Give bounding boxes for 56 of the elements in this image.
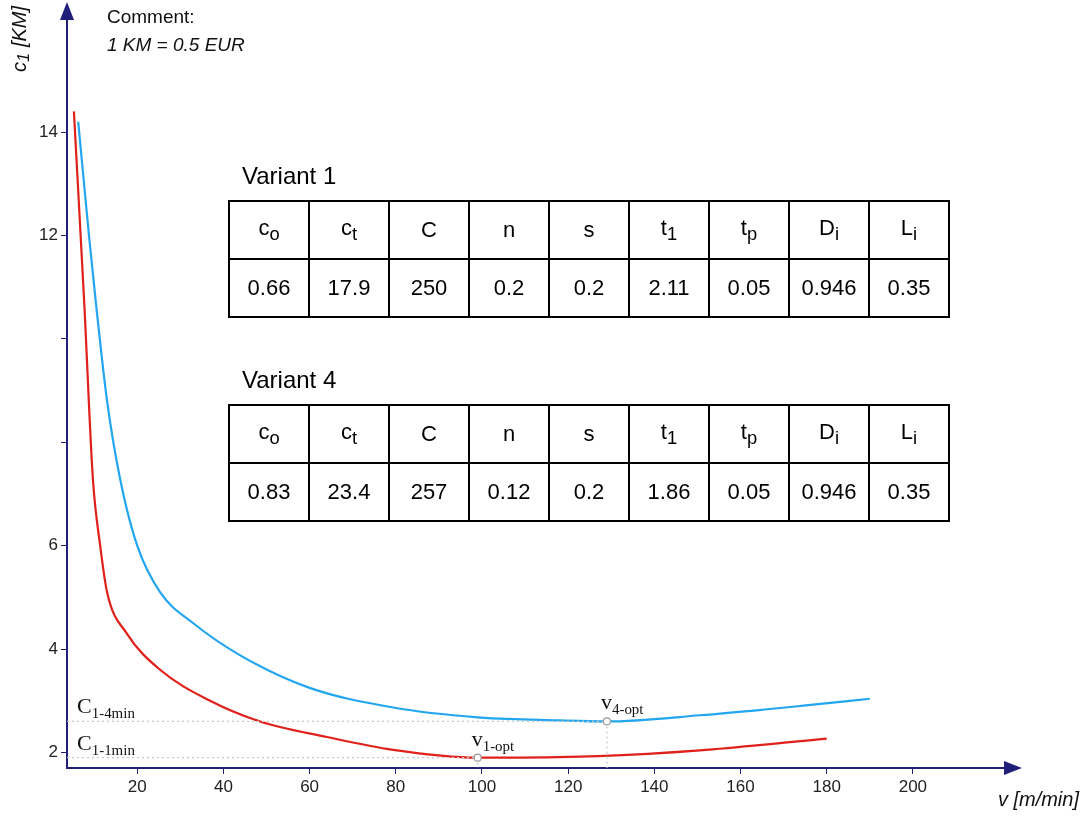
y-tick-label: 6 xyxy=(48,535,58,555)
x-tick-label: 140 xyxy=(640,776,669,796)
data-label: 0.2 xyxy=(549,463,629,521)
data-label: 250 xyxy=(389,259,469,317)
category-label: s xyxy=(549,201,629,259)
data-label: 0.2 xyxy=(549,259,629,317)
category-label: t$_{p}$ xyxy=(709,405,789,463)
data-label: 2.11 xyxy=(629,259,709,317)
data-label: 17.9 xyxy=(309,259,389,317)
x-tick-label: 100 xyxy=(467,776,497,796)
category-label: n xyxy=(469,201,549,259)
x-tick-label: 180 xyxy=(812,776,841,796)
category-label: t$_{1}$ xyxy=(629,201,709,259)
data-label: 0.946 xyxy=(789,463,869,521)
category-label: t$_{p}$ xyxy=(709,201,789,259)
category-label: c$_{o}$ xyxy=(229,405,309,463)
data-label: 0.946 xyxy=(789,259,869,317)
data-label: 0.2 xyxy=(469,259,549,317)
x-tick-label: 20 xyxy=(127,776,147,796)
category-label: D$_{i}$ xyxy=(789,405,869,463)
category-label: c$_{t}$ xyxy=(309,201,389,259)
data-label: 0.35 xyxy=(869,259,949,317)
category-label: t$_{1}$ xyxy=(629,405,709,463)
category-label: C xyxy=(389,201,469,259)
x-axis-title: v [m/min] xyxy=(997,788,1079,811)
x-tick-label: 120 xyxy=(553,776,583,796)
x-tick-label: 60 xyxy=(300,776,320,796)
category-label: c$_{t}$ xyxy=(309,405,389,463)
category-label: s xyxy=(549,405,629,463)
x-tick-label: 80 xyxy=(386,776,406,796)
data-label: 1.86 xyxy=(629,463,709,521)
text: Variant 4 xyxy=(242,366,338,394)
x-tick-label: 200 xyxy=(898,776,928,796)
data-label: 257 xyxy=(389,463,469,521)
annotation: Comment: xyxy=(107,6,195,28)
category-label: L$_{i}$ xyxy=(869,405,949,463)
data-label: 0.12 xyxy=(469,463,549,521)
category-label: C xyxy=(389,405,469,463)
category-label: L$_{i}$ xyxy=(869,201,949,259)
text: Variant 1 xyxy=(242,162,338,190)
y-tick-label: 14 xyxy=(39,121,58,141)
data-label: 0.83 xyxy=(229,463,309,521)
data-label: 0.05 xyxy=(709,259,789,317)
category-label: n xyxy=(469,405,549,463)
y-tick-label: 4 xyxy=(48,638,58,658)
data-label: 0.66 xyxy=(229,259,309,317)
x-tick-label: 40 xyxy=(213,776,233,796)
y-tick-label: 2 xyxy=(48,742,58,762)
data-label: 23.4 xyxy=(309,463,389,521)
data-label: 0.05 xyxy=(709,463,789,521)
category-label: c$_{o}$ xyxy=(229,201,309,259)
x-tick-label: 160 xyxy=(726,776,755,796)
category-label: D$_{i}$ xyxy=(789,201,869,259)
annotation: 1 KM = 0.5 EUR xyxy=(107,34,245,56)
data-label: 0.35 xyxy=(869,463,949,521)
y-tick-label: 12 xyxy=(39,225,58,245)
